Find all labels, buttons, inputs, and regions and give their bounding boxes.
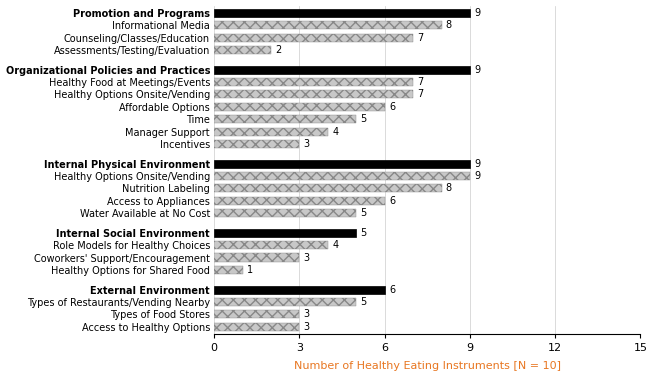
Bar bbox=[214, 90, 413, 98]
Text: 2: 2 bbox=[276, 45, 281, 55]
Bar bbox=[214, 9, 470, 17]
Bar bbox=[214, 286, 385, 294]
Bar bbox=[214, 140, 300, 148]
Text: 4: 4 bbox=[332, 127, 338, 136]
Text: 9: 9 bbox=[474, 171, 481, 181]
Bar bbox=[214, 127, 328, 136]
Text: 1: 1 bbox=[247, 265, 253, 275]
Bar bbox=[214, 46, 271, 54]
Text: 9: 9 bbox=[474, 65, 481, 75]
Text: 3: 3 bbox=[304, 309, 310, 319]
Bar bbox=[214, 21, 441, 29]
Text: 7: 7 bbox=[417, 33, 424, 43]
Text: 5: 5 bbox=[360, 208, 367, 218]
Bar bbox=[214, 103, 385, 111]
Text: 8: 8 bbox=[446, 183, 452, 193]
Text: 3: 3 bbox=[304, 139, 310, 149]
Bar bbox=[214, 266, 243, 274]
Text: 4: 4 bbox=[332, 240, 338, 250]
Text: 5: 5 bbox=[360, 228, 367, 238]
Bar bbox=[214, 310, 300, 318]
Bar bbox=[214, 66, 470, 74]
Bar bbox=[214, 115, 357, 123]
Bar bbox=[214, 298, 357, 306]
Bar bbox=[214, 229, 357, 237]
Bar bbox=[214, 78, 413, 86]
Text: 9: 9 bbox=[474, 8, 481, 18]
Text: 3: 3 bbox=[304, 322, 310, 332]
Text: 6: 6 bbox=[389, 102, 395, 112]
Text: 7: 7 bbox=[417, 77, 424, 87]
Bar bbox=[214, 184, 441, 192]
Bar bbox=[214, 253, 300, 262]
Bar bbox=[214, 209, 357, 217]
Text: 9: 9 bbox=[474, 159, 481, 169]
Text: 6: 6 bbox=[389, 285, 395, 294]
Bar bbox=[214, 197, 385, 205]
Text: 7: 7 bbox=[417, 89, 424, 100]
Bar bbox=[214, 323, 300, 331]
Bar bbox=[214, 172, 470, 180]
Text: 5: 5 bbox=[360, 114, 367, 124]
Text: 5: 5 bbox=[360, 297, 367, 307]
Text: 6: 6 bbox=[389, 196, 395, 206]
Bar bbox=[214, 159, 470, 168]
Text: 3: 3 bbox=[304, 253, 310, 262]
Bar bbox=[214, 241, 328, 249]
X-axis label: Number of Healthy Eating Instruments [N = 10]: Number of Healthy Eating Instruments [N … bbox=[294, 362, 561, 371]
Text: 8: 8 bbox=[446, 20, 452, 30]
Bar bbox=[214, 34, 413, 42]
